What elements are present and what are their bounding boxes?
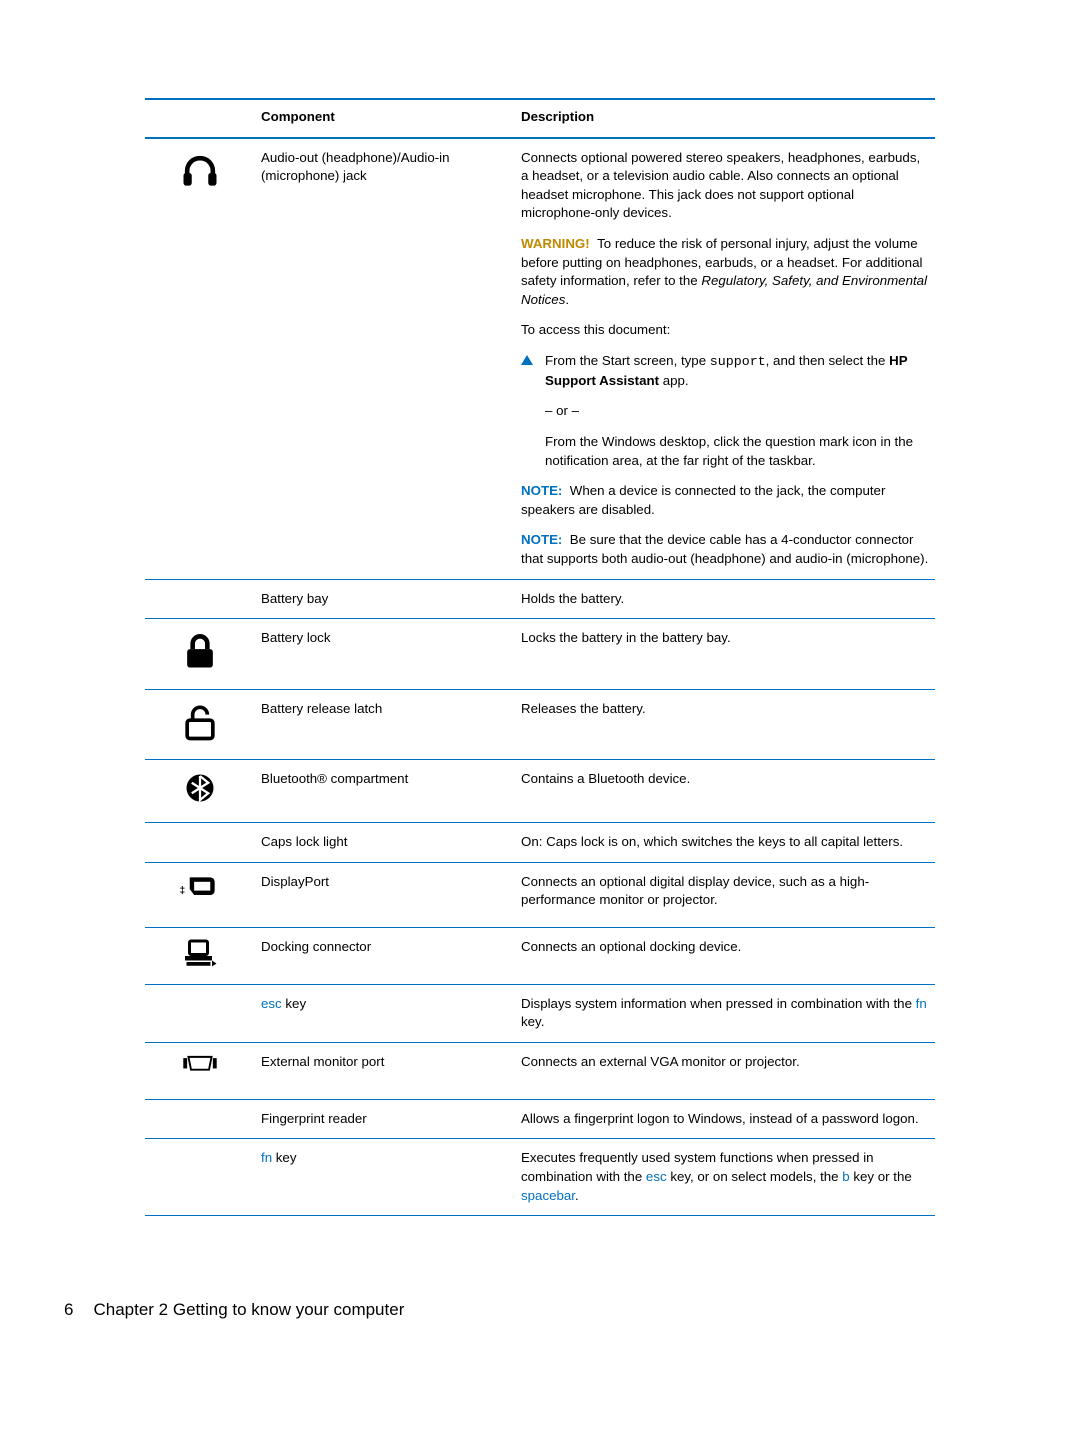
component-name: Bluetooth® compartment — [255, 760, 515, 823]
component-description: Locks the battery in the battery bay. — [515, 619, 935, 690]
svg-text:‡: ‡ — [179, 885, 185, 896]
component-name: DisplayPort — [255, 862, 515, 927]
component-name: esc key — [255, 984, 515, 1042]
component-description: Displays system information when pressed… — [515, 984, 935, 1042]
component-description: On: Caps lock is on, which switches the … — [515, 823, 935, 863]
unlock-icon — [178, 700, 222, 744]
component-description: Executes frequently used system function… — [515, 1139, 935, 1216]
component-name: Battery release latch — [255, 689, 515, 760]
component-description: Releases the battery. — [515, 689, 935, 760]
page-footer: 6 Chapter 2 Getting to know your compute… — [64, 1300, 404, 1320]
component-name: fn key — [255, 1139, 515, 1216]
component-description: Holds the battery. — [515, 579, 935, 619]
bluetooth-icon — [182, 770, 218, 806]
headphone-icon — [178, 149, 222, 193]
component-name: Docking connector — [255, 927, 515, 984]
component-name: Battery lock — [255, 619, 515, 690]
vga-icon — [182, 1053, 218, 1089]
triangle-bullet-icon — [521, 355, 533, 365]
component-name: Caps lock light — [255, 823, 515, 863]
component-name: Audio-out (headphone)/Audio-in (micropho… — [255, 138, 515, 579]
component-description: Allows a fingerprint logon to Windows, i… — [515, 1099, 935, 1139]
col-description: Description — [515, 99, 935, 138]
components-table: Component Description Audio-out (headpho… — [145, 98, 935, 1216]
page-number: 6 — [64, 1300, 73, 1320]
dock-icon — [182, 938, 218, 974]
col-component: Component — [255, 99, 515, 138]
displayport-icon: ‡ — [178, 873, 222, 917]
component-description: Connects an optional digital display dev… — [515, 862, 935, 927]
chapter-title: Chapter 2 Getting to know your computer — [93, 1300, 404, 1320]
component-description: Connects an optional docking device. — [515, 927, 935, 984]
component-description: Contains a Bluetooth device. — [515, 760, 935, 823]
component-description: Connects optional powered stereo speaker… — [515, 138, 935, 579]
component-name: Fingerprint reader — [255, 1099, 515, 1139]
lock-icon — [178, 629, 222, 673]
component-description: Connects an external VGA monitor or proj… — [515, 1042, 935, 1099]
component-name: External monitor port — [255, 1042, 515, 1099]
component-name: Battery bay — [255, 579, 515, 619]
